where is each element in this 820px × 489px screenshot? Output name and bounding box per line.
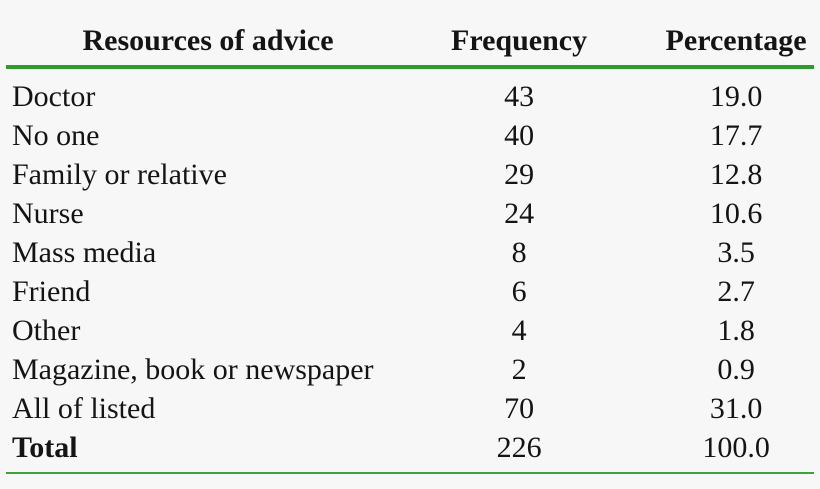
- table-row: Doctor 43 19.0: [6, 67, 814, 116]
- row-frequency: 8: [511, 236, 527, 269]
- total-percentage: 100.0: [628, 428, 814, 474]
- row-percentage: 0.9: [717, 353, 755, 386]
- table-row: Friend 6 2.7: [6, 272, 814, 311]
- table-row: Magazine, book or newspaper 2 0.9: [6, 350, 814, 389]
- table-header: Resources of advice Frequency Percentage: [6, 0, 814, 69]
- row-label: Other: [12, 314, 81, 347]
- row-frequency: 24: [504, 197, 535, 230]
- table-row: Mass media 8 3.5: [6, 233, 814, 272]
- row-frequency: 70: [504, 392, 535, 425]
- row-label: Mass media: [12, 236, 157, 269]
- row-percentage: 31.0: [709, 392, 763, 425]
- table-row: All of listed 70 31.0: [6, 389, 814, 428]
- header-percentage: Percentage: [628, 0, 814, 69]
- row-frequency: 4: [511, 314, 527, 347]
- row-frequency: 6: [511, 275, 527, 308]
- header-row: Resources of advice Frequency Percentage: [6, 0, 814, 69]
- table-row: Nurse 24 10.6: [6, 194, 814, 233]
- row-label: All of listed: [12, 392, 156, 425]
- row-frequency: 40: [504, 119, 535, 152]
- row-label: Doctor: [12, 80, 96, 113]
- row-percentage: 19.0: [709, 80, 763, 113]
- row-label: Nurse: [12, 197, 84, 230]
- row-frequency: 2: [511, 353, 527, 386]
- row-percentage: 3.5: [717, 236, 755, 269]
- total-label: Total: [6, 428, 410, 474]
- row-percentage: 12.8: [709, 158, 763, 191]
- row-percentage: 10.6: [709, 197, 763, 230]
- table-row: Other 4 1.8: [6, 311, 814, 350]
- row-percentage: 17.7: [709, 119, 763, 152]
- row-label: No one: [12, 119, 100, 152]
- row-percentage: 1.8: [717, 314, 755, 347]
- advice-resources-table: Resources of advice Frequency Percentage…: [6, 0, 814, 474]
- header-frequency: Frequency: [410, 0, 629, 69]
- row-label: Friend: [12, 275, 91, 308]
- table-body: Doctor 43 19.0 No one 40 17.7 Family or …: [6, 67, 814, 474]
- row-percentage: 2.7: [717, 275, 755, 308]
- row-label: Family or relative: [12, 158, 227, 191]
- table-row: No one 40 17.7: [6, 116, 814, 155]
- table-row: Family or relative 29 12.8: [6, 155, 814, 194]
- header-resources-of-advice: Resources of advice: [6, 0, 410, 69]
- row-label: Magazine, book or newspaper: [12, 353, 374, 386]
- total-frequency: 226: [410, 428, 629, 474]
- row-frequency: 29: [504, 158, 535, 191]
- table-total-row: Total 226 100.0: [6, 428, 814, 474]
- row-frequency: 43: [504, 80, 535, 113]
